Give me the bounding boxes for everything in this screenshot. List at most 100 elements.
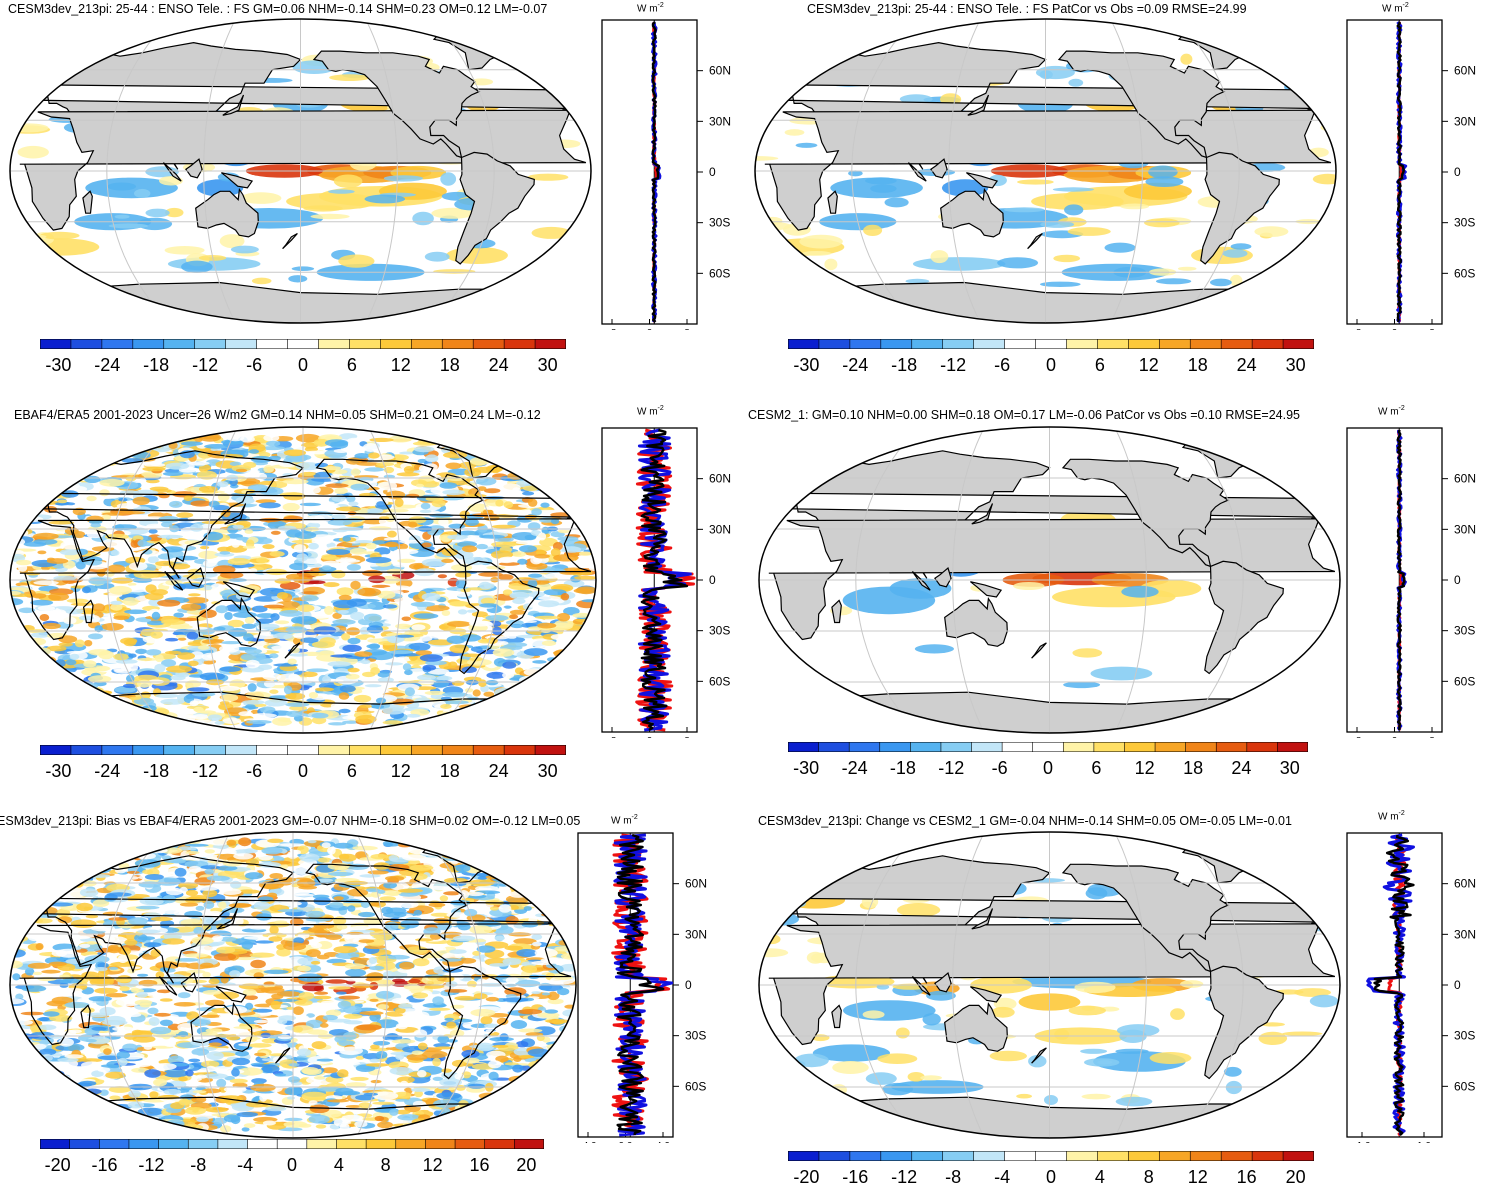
lat-tick-label: 30N — [709, 114, 731, 128]
colorbar-tick-label: -4 — [994, 1167, 1010, 1188]
colorbar-box — [380, 745, 411, 755]
colorbar-tick-label: 4 — [334, 1155, 344, 1176]
colorbar-tick-label: -4 — [237, 1155, 253, 1176]
colorbar — [788, 742, 1308, 752]
lat-tick-label: 60S — [685, 1079, 706, 1093]
colorbar-box — [188, 1139, 218, 1149]
colorbar-box — [40, 1139, 70, 1149]
colorbar-box — [819, 1151, 850, 1161]
profile-tick-label: 0 — [647, 736, 653, 738]
lat-tick-label: 30N — [1454, 114, 1476, 128]
colorbar-tick-label: -6 — [994, 355, 1010, 376]
colorbar-box — [195, 339, 226, 349]
colorbar-tick-label: -30 — [45, 761, 71, 782]
colorbar-box — [277, 1139, 307, 1149]
colorbar-box — [366, 1139, 396, 1149]
colorbar-box — [819, 339, 850, 349]
colorbar-box — [912, 339, 943, 349]
colorbar-box — [850, 1151, 881, 1161]
panel-3: EBAF4/ERA5 2001-2023 Uncer=26 W/m2 GM=0.… — [0, 403, 745, 798]
colorbar — [788, 339, 1314, 349]
colorbar-tick-label: -18 — [143, 355, 169, 376]
colorbar-box — [102, 339, 133, 349]
colorbar-box — [514, 1139, 544, 1149]
colorbar-box — [1033, 742, 1064, 752]
colorbar-box — [1283, 1151, 1314, 1161]
colorbar-tick-label: 8 — [381, 1155, 391, 1176]
colorbar-box — [257, 339, 288, 349]
colorbar-box — [788, 1151, 819, 1161]
panel-2: CESM3dev_213pi: 25-44 : ENSO Tele. : FS … — [745, 0, 1490, 395]
colorbar-box — [1005, 339, 1036, 349]
colorbar-tick-label: 12 — [423, 1155, 443, 1176]
panel-title: CESM3dev_213pi: Bias vs EBAF4/ERA5 2001-… — [0, 814, 580, 828]
lat-tick-label: 60N — [1454, 877, 1476, 891]
colorbar-tick-label: 0 — [298, 761, 308, 782]
colorbar-box — [485, 1139, 515, 1149]
colorbar-box — [442, 745, 473, 755]
lat-tick-label: 60N — [685, 877, 707, 891]
colorbar-box — [159, 1139, 189, 1149]
colorbar-box — [504, 745, 535, 755]
lat-tick-label: 30S — [709, 216, 730, 230]
colorbar-box — [380, 339, 411, 349]
colorbar-tick-label: -12 — [192, 355, 218, 376]
colorbar-box — [71, 339, 102, 349]
colorbar-box — [129, 1139, 159, 1149]
colorbar-box — [40, 339, 71, 349]
colorbar-box — [318, 745, 349, 755]
colorbar-box — [941, 742, 972, 752]
colorbar-tick-label: -6 — [246, 355, 262, 376]
profile-tick-label: 0 — [1392, 736, 1398, 738]
colorbar-box — [1283, 339, 1314, 349]
colorbar-box — [226, 339, 257, 349]
colorbar-box — [1190, 339, 1221, 349]
colorbar-tick-label: 24 — [489, 355, 509, 376]
colorbar-tick-label: -8 — [190, 1155, 206, 1176]
world-map — [757, 830, 1342, 1140]
colorbar-tick-label: -6 — [246, 761, 262, 782]
unit-label: W m-2 — [637, 2, 664, 14]
profile-tick-label: 0 — [1392, 328, 1398, 330]
colorbar-tick-label: 20 — [1286, 1167, 1306, 1188]
colorbar-box — [880, 742, 911, 752]
unit-label: W m-2 — [1378, 810, 1405, 822]
colorbar-box — [788, 742, 819, 752]
lat-tick-label: 0 — [1454, 978, 1461, 992]
colorbar-box — [307, 1139, 337, 1149]
lat-tick-label: 30S — [685, 1029, 706, 1043]
colorbar-box — [99, 1139, 129, 1149]
panel-title: CESM3dev_213pi: 25-44 : ENSO Tele. : FS … — [807, 2, 1247, 16]
colorbar-tick-label: 16 — [1237, 1167, 1257, 1188]
lat-tick-label: 60S — [1454, 266, 1475, 280]
lat-tick-label: 30S — [1454, 1029, 1475, 1043]
colorbar-tick-label: 4 — [1095, 1167, 1105, 1188]
colorbar-box — [257, 745, 288, 755]
colorbar-tick-label: 18 — [440, 355, 460, 376]
colorbar-tick-label: 6 — [1091, 758, 1101, 779]
colorbar-box — [1066, 339, 1097, 349]
lat-tick-label: 0 — [709, 573, 716, 587]
colorbar-box — [1159, 1151, 1190, 1161]
colorbar-box — [1094, 742, 1125, 752]
lat-tick-label: 30N — [709, 522, 731, 536]
lat-tick-label: 0 — [709, 165, 716, 179]
colorbar-box — [71, 745, 102, 755]
colorbar-box — [1066, 1151, 1097, 1161]
colorbar-tick-label: 30 — [538, 355, 558, 376]
colorbar-box — [288, 745, 319, 755]
colorbar-box — [411, 745, 442, 755]
colorbar-box — [226, 745, 257, 755]
colorbar-tick-label: 30 — [1286, 355, 1306, 376]
colorbar-box — [473, 745, 504, 755]
colorbar-box — [318, 339, 349, 349]
colorbar-tick-label: -16 — [842, 1167, 868, 1188]
colorbar — [40, 1139, 544, 1149]
colorbar-box — [1277, 742, 1308, 752]
colorbar-box — [912, 1151, 943, 1161]
panel-1: CESM3dev_213pi: 25-44 : ENSO Tele. : FS … — [0, 0, 745, 395]
